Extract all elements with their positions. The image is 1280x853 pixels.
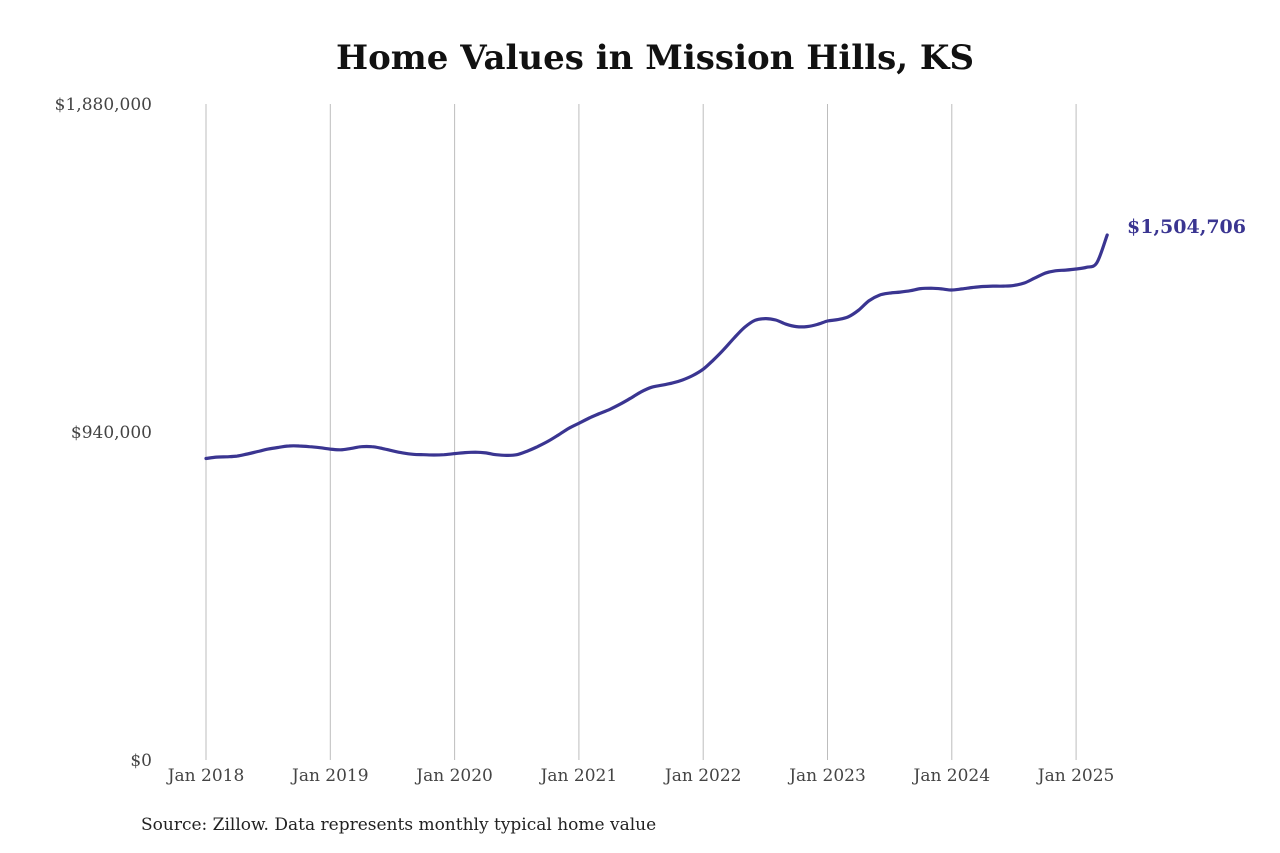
x-tick-label: Jan 2025 xyxy=(1036,766,1115,786)
y-tick-label: $0 xyxy=(130,751,152,771)
x-tick-label: Jan 2022 xyxy=(663,766,742,786)
x-tick-label: Jan 2019 xyxy=(290,766,369,786)
y-tick-label: $1,880,000 xyxy=(55,95,152,115)
grid-lines xyxy=(205,104,1077,760)
series-layer xyxy=(204,233,1109,461)
y-tick-label: $940,000 xyxy=(71,423,152,443)
chart-title: Home Values in Mission Hills, KS xyxy=(335,38,975,78)
end-value-label: $1,504,706 xyxy=(1127,216,1246,238)
x-axis-ticks: Jan 2018 Jan 2019 Jan 2020 Jan 2021 Jan 2022… xyxy=(166,766,1115,786)
end-label-layer: $1,504,706 xyxy=(1127,216,1246,238)
x-tick-label: Jan 2023 xyxy=(787,766,866,786)
x-tick-label: Jan 2020 xyxy=(414,766,493,786)
series-line xyxy=(204,233,1109,461)
x-tick-label: Jan 2021 xyxy=(539,766,618,786)
y-axis-ticks: $0 $940,000 $1,880,000 xyxy=(55,95,152,771)
source-note: Source: Zillow. Data represents monthly … xyxy=(141,815,657,835)
x-tick-label: Jan 2024 xyxy=(912,766,991,786)
x-tick-label: Jan 2018 xyxy=(166,766,245,786)
